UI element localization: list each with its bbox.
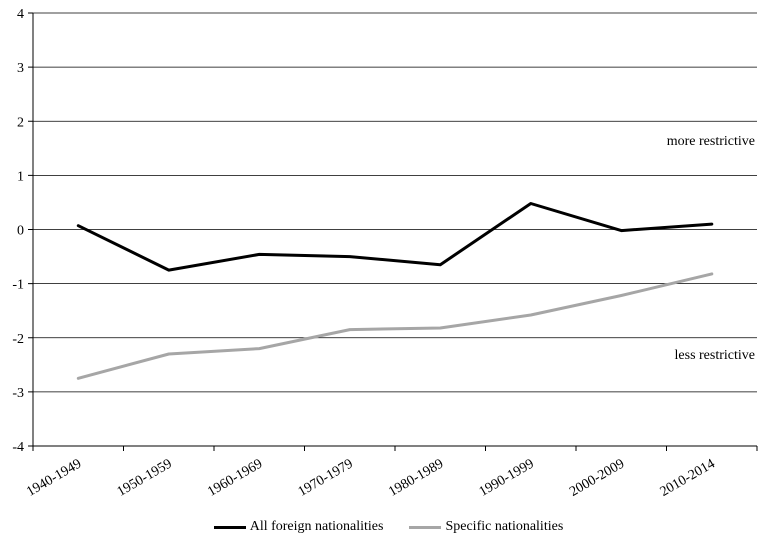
x-tick-label: 1970-1979 xyxy=(296,456,356,499)
y-tick-label: -1 xyxy=(12,278,24,293)
legend: All foreign nationalities Specific natio… xyxy=(0,516,777,538)
x-tick-labels: 1940-1949 1950-1959 1960-1969 1970-1979 1980… xyxy=(24,456,718,499)
series-line-0 xyxy=(76,202,714,272)
annotation-label: more restrictive xyxy=(667,134,755,149)
legend-swatch-gray xyxy=(409,525,442,529)
x-tick-label: 1950-1959 xyxy=(115,456,175,499)
y-tick-label: 2 xyxy=(17,115,24,130)
annotation-label: less restrictive xyxy=(675,348,755,363)
legend-swatch-black xyxy=(213,525,246,529)
y-tick-label: -3 xyxy=(12,386,24,401)
x-tick-label: 1940-1949 xyxy=(24,456,84,499)
x-tick-label: 1960-1969 xyxy=(205,456,265,499)
y-tick-labels: 4 3 2 1 0 -1 -2 -3 -4 xyxy=(12,7,24,455)
axes xyxy=(28,12,758,451)
y-tick-label: -4 xyxy=(12,440,24,455)
legend-label-all-foreign: All foreign nationalities xyxy=(249,519,384,534)
gridlines xyxy=(33,12,757,393)
x-tick-label: 2010-2014 xyxy=(658,456,718,499)
y-tick-label: -2 xyxy=(12,332,24,347)
annotations: more restrictive less restrictive xyxy=(667,134,755,363)
series-line-1 xyxy=(76,272,714,380)
x-tick-label: 2000-2009 xyxy=(567,456,627,499)
legend-item-all-foreign: All foreign nationalities xyxy=(213,519,384,535)
x-tick-label: 1980-1989 xyxy=(386,456,446,499)
series-lines xyxy=(76,202,714,380)
legend-label-specific: Specific nationalities xyxy=(445,519,564,534)
y-tick-label: 4 xyxy=(17,7,24,22)
legend-item-specific: Specific nationalities xyxy=(409,519,563,535)
y-tick-label: 0 xyxy=(17,224,24,239)
y-tick-label: 1 xyxy=(17,169,24,184)
y-tick-label: 3 xyxy=(17,61,24,76)
x-tick-label: 1990-1999 xyxy=(477,456,537,499)
